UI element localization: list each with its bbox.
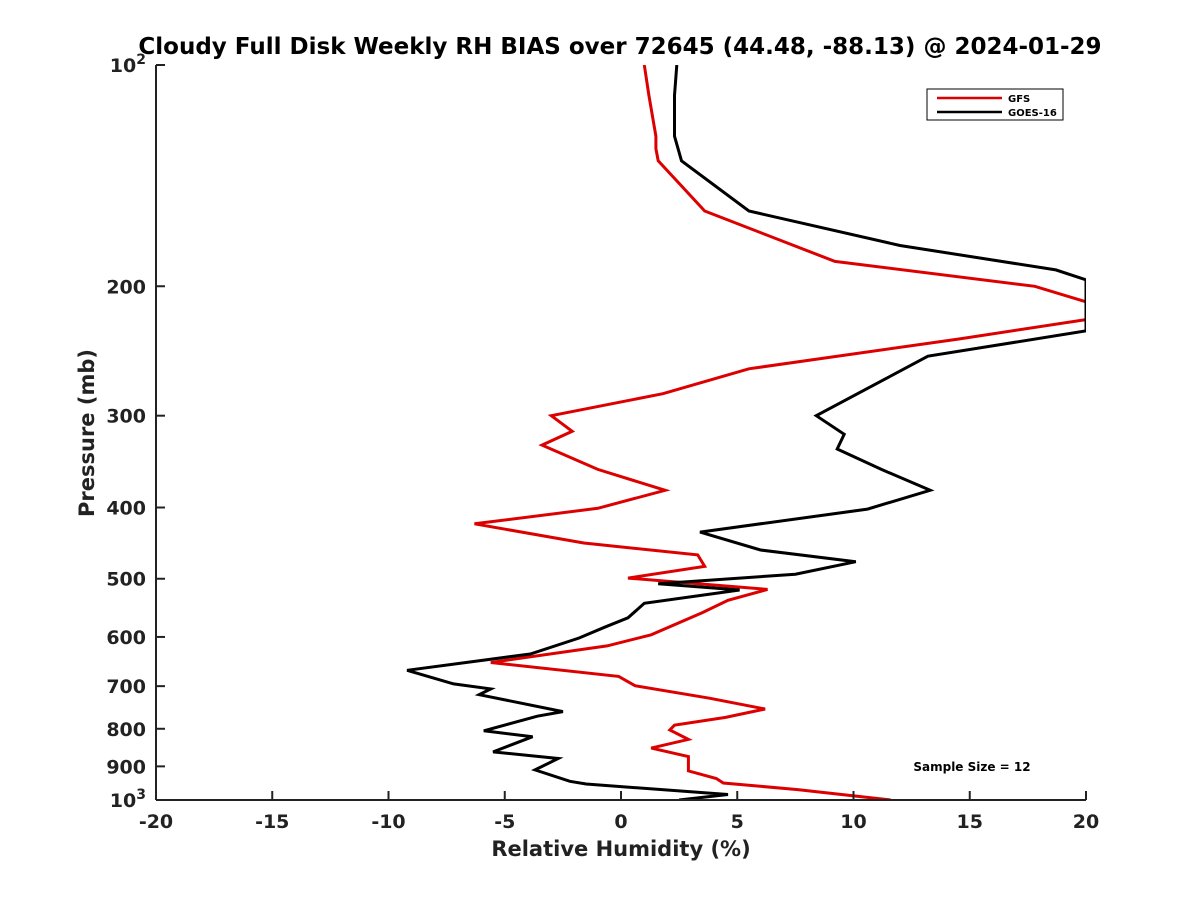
x-tick-label: 0 xyxy=(614,811,627,833)
x-tick-label: 20 xyxy=(1073,811,1099,833)
y-tick-label: 600 xyxy=(106,627,146,649)
y-tick-label: 103 xyxy=(110,787,146,812)
x-axis-label: Relative Humidity (%) xyxy=(491,837,750,861)
legend: GFS GOES-16 xyxy=(926,88,1064,121)
x-tick-label: -20 xyxy=(139,811,173,833)
y-tick-label: 800 xyxy=(106,719,146,741)
x-tick-label: -10 xyxy=(371,811,405,833)
sample-size-annotation: Sample Size = 12 xyxy=(913,760,1030,774)
y-tick-label: 500 xyxy=(106,569,146,591)
y-tick-label: 400 xyxy=(106,498,146,520)
legend-box xyxy=(926,88,1064,121)
series-line-gfs xyxy=(474,65,1086,800)
x-tick-label: 10 xyxy=(840,811,866,833)
x-tick-label: 5 xyxy=(731,811,744,833)
y-tick-label: 900 xyxy=(106,756,146,778)
y-tick-label: 102 xyxy=(110,52,146,77)
y-axis-label: Pressure (mb) xyxy=(75,349,99,517)
y-tick-label: 200 xyxy=(106,276,146,298)
x-tick-label: 15 xyxy=(957,811,983,833)
y-tick-label: 300 xyxy=(106,406,146,428)
x-tick-label: -15 xyxy=(255,811,289,833)
chart-title: Cloudy Full Disk Weekly RH BIAS over 726… xyxy=(138,34,1101,60)
legend-label-gfs: GFS xyxy=(1008,94,1030,105)
plot-area: -20 -15 -10 -5 0 5 10 15 20 102 200 300 400 500 600 700… xyxy=(106,52,1099,833)
x-tick-label: -5 xyxy=(494,811,515,833)
y-tick-label: 700 xyxy=(106,676,146,698)
legend-label-goes-16: GOES-16 xyxy=(1008,108,1057,119)
series-line-goes-16 xyxy=(406,65,1086,800)
